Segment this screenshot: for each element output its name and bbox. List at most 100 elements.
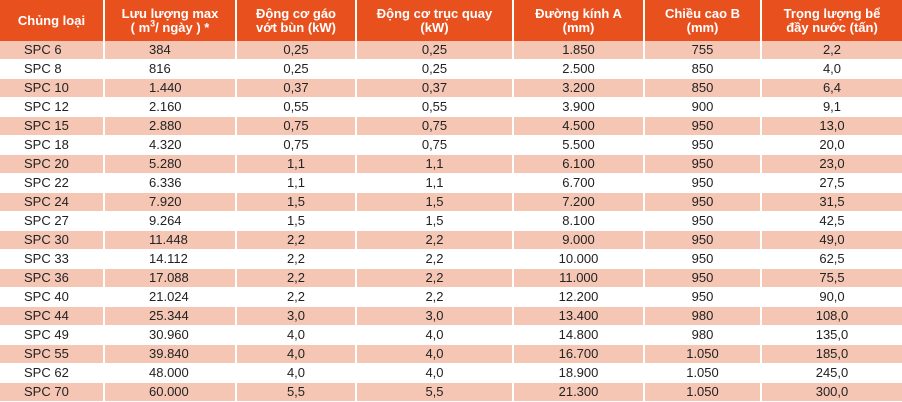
header-scraper-line2: vớt bùn (kW) xyxy=(255,19,336,35)
cell-model: SPC 27 xyxy=(0,211,105,231)
cell-model: SPC 22 xyxy=(0,173,105,193)
cell-scraper-kw: 2,2 xyxy=(236,230,357,250)
header-diameter-line2: (mm) xyxy=(562,19,595,35)
cell-weight: 300,0 xyxy=(761,382,902,402)
cell-flow: 14.112 xyxy=(104,249,237,269)
cell-diameter: 10.000 xyxy=(513,249,645,269)
cell-weight: 4,0 xyxy=(761,59,902,79)
cell-weight: 245,0 xyxy=(761,363,902,383)
cell-flow: 2.160 xyxy=(104,97,237,117)
header-height: Chiều cao B (mm) xyxy=(644,0,762,41)
table-row: SPC 33 14.112 2,2 2,2 10.000 950 62,5 xyxy=(0,249,902,269)
cell-rotor-kw: 2,2 xyxy=(356,268,514,288)
cell-height: 850 xyxy=(644,59,762,79)
cell-rotor-kw: 0,25 xyxy=(356,41,514,60)
cell-flow: 48.000 xyxy=(104,363,237,383)
header-scraper-line1: Động cơ gáo xyxy=(255,5,337,21)
header-rotor-line2: (kW) xyxy=(420,19,449,35)
table-row: SPC 8 816 0,25 0,25 2.500 850 4,0 xyxy=(0,59,902,79)
cell-model: SPC 12 xyxy=(0,97,105,117)
cell-scraper-kw: 2,2 xyxy=(236,287,357,307)
cell-height: 950 xyxy=(644,287,762,307)
table-row: SPC 6 384 0,25 0,25 1.850 755 2,2 xyxy=(0,41,902,60)
cell-diameter: 9.000 xyxy=(513,230,645,250)
cell-scraper-kw: 0,55 xyxy=(236,97,357,117)
cell-flow: 6.336 xyxy=(104,173,237,193)
header-row: Chủng loại Lưu lượng max ( m3/ ngày ) * … xyxy=(0,0,902,41)
cell-scraper-kw: 1,1 xyxy=(236,154,357,174)
table-row: SPC 20 5.280 1,1 1,1 6.100 950 23,0 xyxy=(0,154,902,174)
cell-flow: 11.448 xyxy=(104,230,237,250)
cell-scraper-kw: 1,5 xyxy=(236,211,357,231)
cell-weight: 62,5 xyxy=(761,249,902,269)
cell-weight: 9,1 xyxy=(761,97,902,117)
cell-diameter: 8.100 xyxy=(513,211,645,231)
cell-model: SPC 18 xyxy=(0,135,105,155)
cell-flow: 2.880 xyxy=(104,116,237,136)
cell-height: 1.050 xyxy=(644,382,762,402)
cell-rotor-kw: 4,0 xyxy=(356,363,514,383)
cell-diameter: 7.200 xyxy=(513,192,645,212)
cell-diameter: 1.850 xyxy=(513,41,645,60)
cell-weight: 13,0 xyxy=(761,116,902,136)
cell-rotor-kw: 1,1 xyxy=(356,173,514,193)
table-row: SPC 18 4.320 0,75 0,75 5.500 950 20,0 xyxy=(0,135,902,155)
cell-weight: 90,0 xyxy=(761,287,902,307)
cell-rotor-kw: 4,0 xyxy=(356,344,514,364)
header-rotor: Động cơ trục quay (kW) xyxy=(356,0,514,41)
table-body: SPC 6 384 0,25 0,25 1.850 755 2,2 SPC 8 816 0,25 0… xyxy=(0,41,902,402)
cell-model: SPC 6 xyxy=(0,41,105,60)
cell-scraper-kw: 0,37 xyxy=(236,78,357,98)
header-height-line1: Chiều cao B xyxy=(664,5,741,21)
cell-model: SPC 55 xyxy=(0,344,105,364)
cell-height: 1.050 xyxy=(644,363,762,383)
header-diameter-line1: Đường kính A xyxy=(535,5,622,21)
cell-height: 950 xyxy=(644,116,762,136)
cell-scraper-kw: 2,2 xyxy=(236,268,357,288)
cell-diameter: 6.700 xyxy=(513,173,645,193)
cell-rotor-kw: 0,55 xyxy=(356,97,514,117)
cell-weight: 23,0 xyxy=(761,154,902,174)
header-weight-line1: Trọng lượng bể xyxy=(783,5,881,21)
cell-scraper-kw: 1,1 xyxy=(236,173,357,193)
header-model-label: Chủng loại xyxy=(17,12,86,28)
cell-height: 755 xyxy=(644,41,762,60)
cell-model: SPC 24 xyxy=(0,192,105,212)
cell-flow: 60.000 xyxy=(104,382,237,402)
cell-height: 900 xyxy=(644,97,762,117)
cell-model: SPC 40 xyxy=(0,287,105,307)
cell-diameter: 18.900 xyxy=(513,363,645,383)
cell-flow: 25.344 xyxy=(104,306,237,326)
header-scraper: Động cơ gáo vớt bùn (kW) xyxy=(236,0,357,41)
cell-scraper-kw: 5,5 xyxy=(236,382,357,402)
cell-height: 950 xyxy=(644,268,762,288)
cell-model: SPC 33 xyxy=(0,249,105,269)
cell-height: 1.050 xyxy=(644,344,762,364)
cell-model: SPC 8 xyxy=(0,59,105,79)
table-row: SPC 22 6.336 1,1 1,1 6.700 950 27,5 xyxy=(0,173,902,193)
cell-scraper-kw: 0,75 xyxy=(236,116,357,136)
header-flow-line2-pre: ( m xyxy=(130,19,151,35)
cell-weight: 6,4 xyxy=(761,78,902,98)
cell-rotor-kw: 3,0 xyxy=(356,306,514,326)
header-weight-line2: đầy nước (tấn) xyxy=(786,19,878,35)
header-flow: Lưu lượng max ( m3/ ngày ) * xyxy=(104,0,237,41)
cell-model: SPC 10 xyxy=(0,78,105,98)
cell-height: 950 xyxy=(644,211,762,231)
cell-weight: 108,0 xyxy=(761,306,902,326)
header-flow-line2-post: / ngày ) * xyxy=(155,19,210,35)
cell-diameter: 16.700 xyxy=(513,344,645,364)
cell-rotor-kw: 2,2 xyxy=(356,230,514,250)
header-height-line2: (mm) xyxy=(686,19,719,35)
cell-model: SPC 70 xyxy=(0,382,105,402)
cell-diameter: 3.900 xyxy=(513,97,645,117)
cell-rotor-kw: 1,5 xyxy=(356,211,514,231)
cell-height: 980 xyxy=(644,306,762,326)
cell-diameter: 3.200 xyxy=(513,78,645,98)
cell-flow: 21.024 xyxy=(104,287,237,307)
cell-model: SPC 62 xyxy=(0,363,105,383)
cell-flow: 5.280 xyxy=(104,154,237,174)
cell-scraper-kw: 4,0 xyxy=(236,344,357,364)
